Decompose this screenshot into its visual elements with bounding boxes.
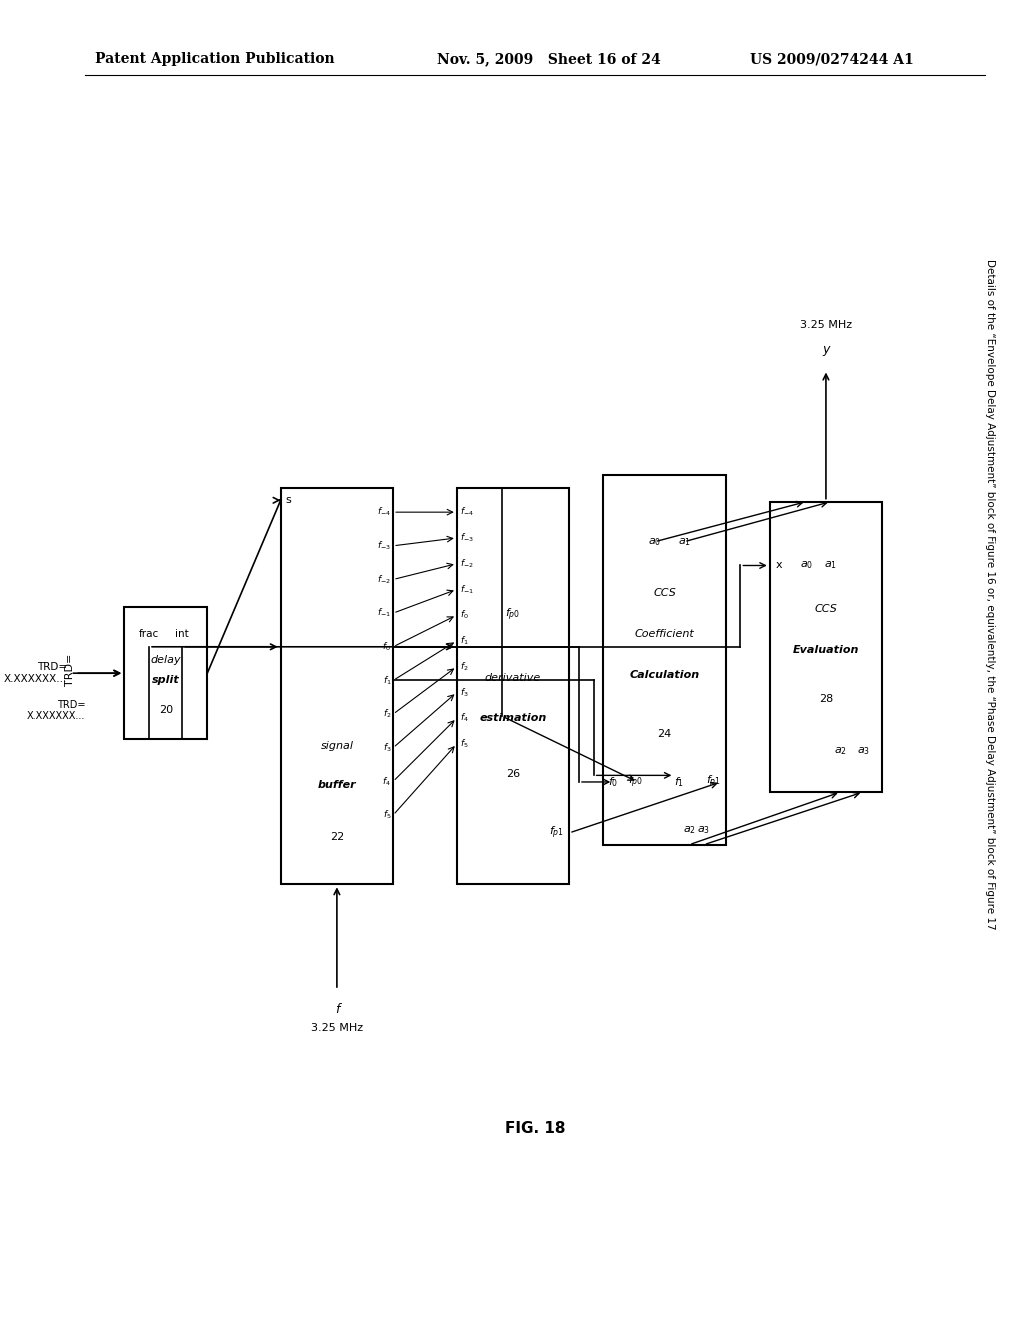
- Text: $f_3$: $f_3$: [383, 742, 391, 754]
- Text: $f_{-4}$: $f_{-4}$: [460, 506, 474, 519]
- Text: Evaluation: Evaluation: [793, 644, 859, 655]
- Text: TRD=
X.XXXXXX...: TRD= X.XXXXXX...: [27, 700, 85, 721]
- Text: f: f: [335, 1003, 339, 1016]
- Text: $f_{-4}$: $f_{-4}$: [377, 506, 391, 519]
- Text: $f_{-2}$: $f_{-2}$: [460, 557, 473, 570]
- Text: $f_0$: $f_0$: [608, 775, 618, 789]
- Text: 20: 20: [159, 705, 173, 715]
- Text: $a_2$: $a_2$: [683, 824, 695, 836]
- Text: 26: 26: [506, 768, 520, 779]
- Text: $f_{-1}$: $f_{-1}$: [460, 583, 473, 595]
- FancyBboxPatch shape: [124, 607, 207, 739]
- Text: $a_2$: $a_2$: [835, 746, 847, 758]
- Text: 22: 22: [330, 832, 344, 842]
- Text: $f_3$: $f_3$: [460, 686, 468, 698]
- Text: $f_4$: $f_4$: [460, 711, 468, 725]
- Text: Calculation: Calculation: [630, 669, 699, 680]
- Text: $a_3$: $a_3$: [856, 746, 869, 758]
- Text: $f_{-3}$: $f_{-3}$: [460, 532, 473, 544]
- Text: Nov. 5, 2009   Sheet 16 of 24: Nov. 5, 2009 Sheet 16 of 24: [437, 53, 660, 66]
- Text: TRD=: TRD=: [66, 653, 76, 686]
- Text: 24: 24: [657, 729, 672, 739]
- Text: $f_0$: $f_0$: [382, 640, 391, 653]
- Text: CCS: CCS: [653, 589, 676, 598]
- Text: $f_1$: $f_1$: [383, 675, 391, 686]
- Text: $f_{-2}$: $f_{-2}$: [377, 573, 391, 586]
- Text: $f_0$: $f_0$: [460, 609, 468, 622]
- Text: $f_{p1}$: $f_{p1}$: [549, 825, 564, 841]
- Text: $f_{p0}$: $f_{p0}$: [505, 607, 520, 623]
- Text: x: x: [776, 561, 782, 570]
- Text: $f_{-1}$: $f_{-1}$: [377, 607, 391, 619]
- Text: $f_1$: $f_1$: [460, 635, 468, 647]
- Text: $f_4$: $f_4$: [382, 775, 391, 788]
- FancyBboxPatch shape: [457, 488, 569, 884]
- Text: buffer: buffer: [317, 780, 356, 791]
- Text: split: split: [152, 675, 179, 685]
- Text: derivative: derivative: [484, 673, 541, 684]
- Text: $f_{-3}$: $f_{-3}$: [377, 540, 391, 552]
- Text: $f_2$: $f_2$: [460, 660, 468, 673]
- Text: $a_1$: $a_1$: [824, 560, 838, 572]
- Text: TRD=
X.XXXXXX...: TRD= X.XXXXXX...: [4, 663, 68, 684]
- Text: y: y: [822, 343, 829, 356]
- Text: 28: 28: [819, 694, 834, 704]
- Text: delay: delay: [151, 655, 181, 665]
- Text: Coefficient: Coefficient: [635, 630, 694, 639]
- Text: Patent Application Publication: Patent Application Publication: [95, 53, 335, 66]
- Text: $f_{p0}$: $f_{p0}$: [628, 774, 643, 791]
- Text: $f_5$: $f_5$: [383, 809, 391, 821]
- Text: $a_3$: $a_3$: [697, 824, 711, 836]
- Text: frac: frac: [139, 628, 159, 639]
- Text: $f_{p1}$: $f_{p1}$: [706, 774, 721, 791]
- Text: FIG. 18: FIG. 18: [505, 1121, 565, 1137]
- Text: signal: signal: [321, 741, 353, 751]
- FancyBboxPatch shape: [603, 475, 726, 845]
- Text: $a_0$: $a_0$: [800, 560, 813, 572]
- FancyBboxPatch shape: [770, 502, 883, 792]
- Text: $f_2$: $f_2$: [383, 708, 391, 721]
- Text: s: s: [286, 495, 292, 506]
- Text: Details of the “Envelope Delay Adjustment” block of Figure 16 or, equivalently, : Details of the “Envelope Delay Adjustmen…: [985, 259, 994, 929]
- Text: $f_1$: $f_1$: [674, 775, 684, 789]
- Text: $a_0$: $a_0$: [648, 536, 662, 548]
- Text: int: int: [175, 628, 189, 639]
- Text: $f_5$: $f_5$: [460, 738, 468, 750]
- Text: $a_1$: $a_1$: [678, 536, 690, 548]
- Text: 3.25 MHz: 3.25 MHz: [800, 319, 852, 330]
- Text: US 2009/0274244 A1: US 2009/0274244 A1: [751, 53, 913, 66]
- Text: CCS: CCS: [814, 605, 838, 614]
- FancyBboxPatch shape: [281, 488, 393, 884]
- Text: estimation: estimation: [479, 713, 547, 723]
- Text: 3.25 MHz: 3.25 MHz: [311, 1023, 362, 1034]
